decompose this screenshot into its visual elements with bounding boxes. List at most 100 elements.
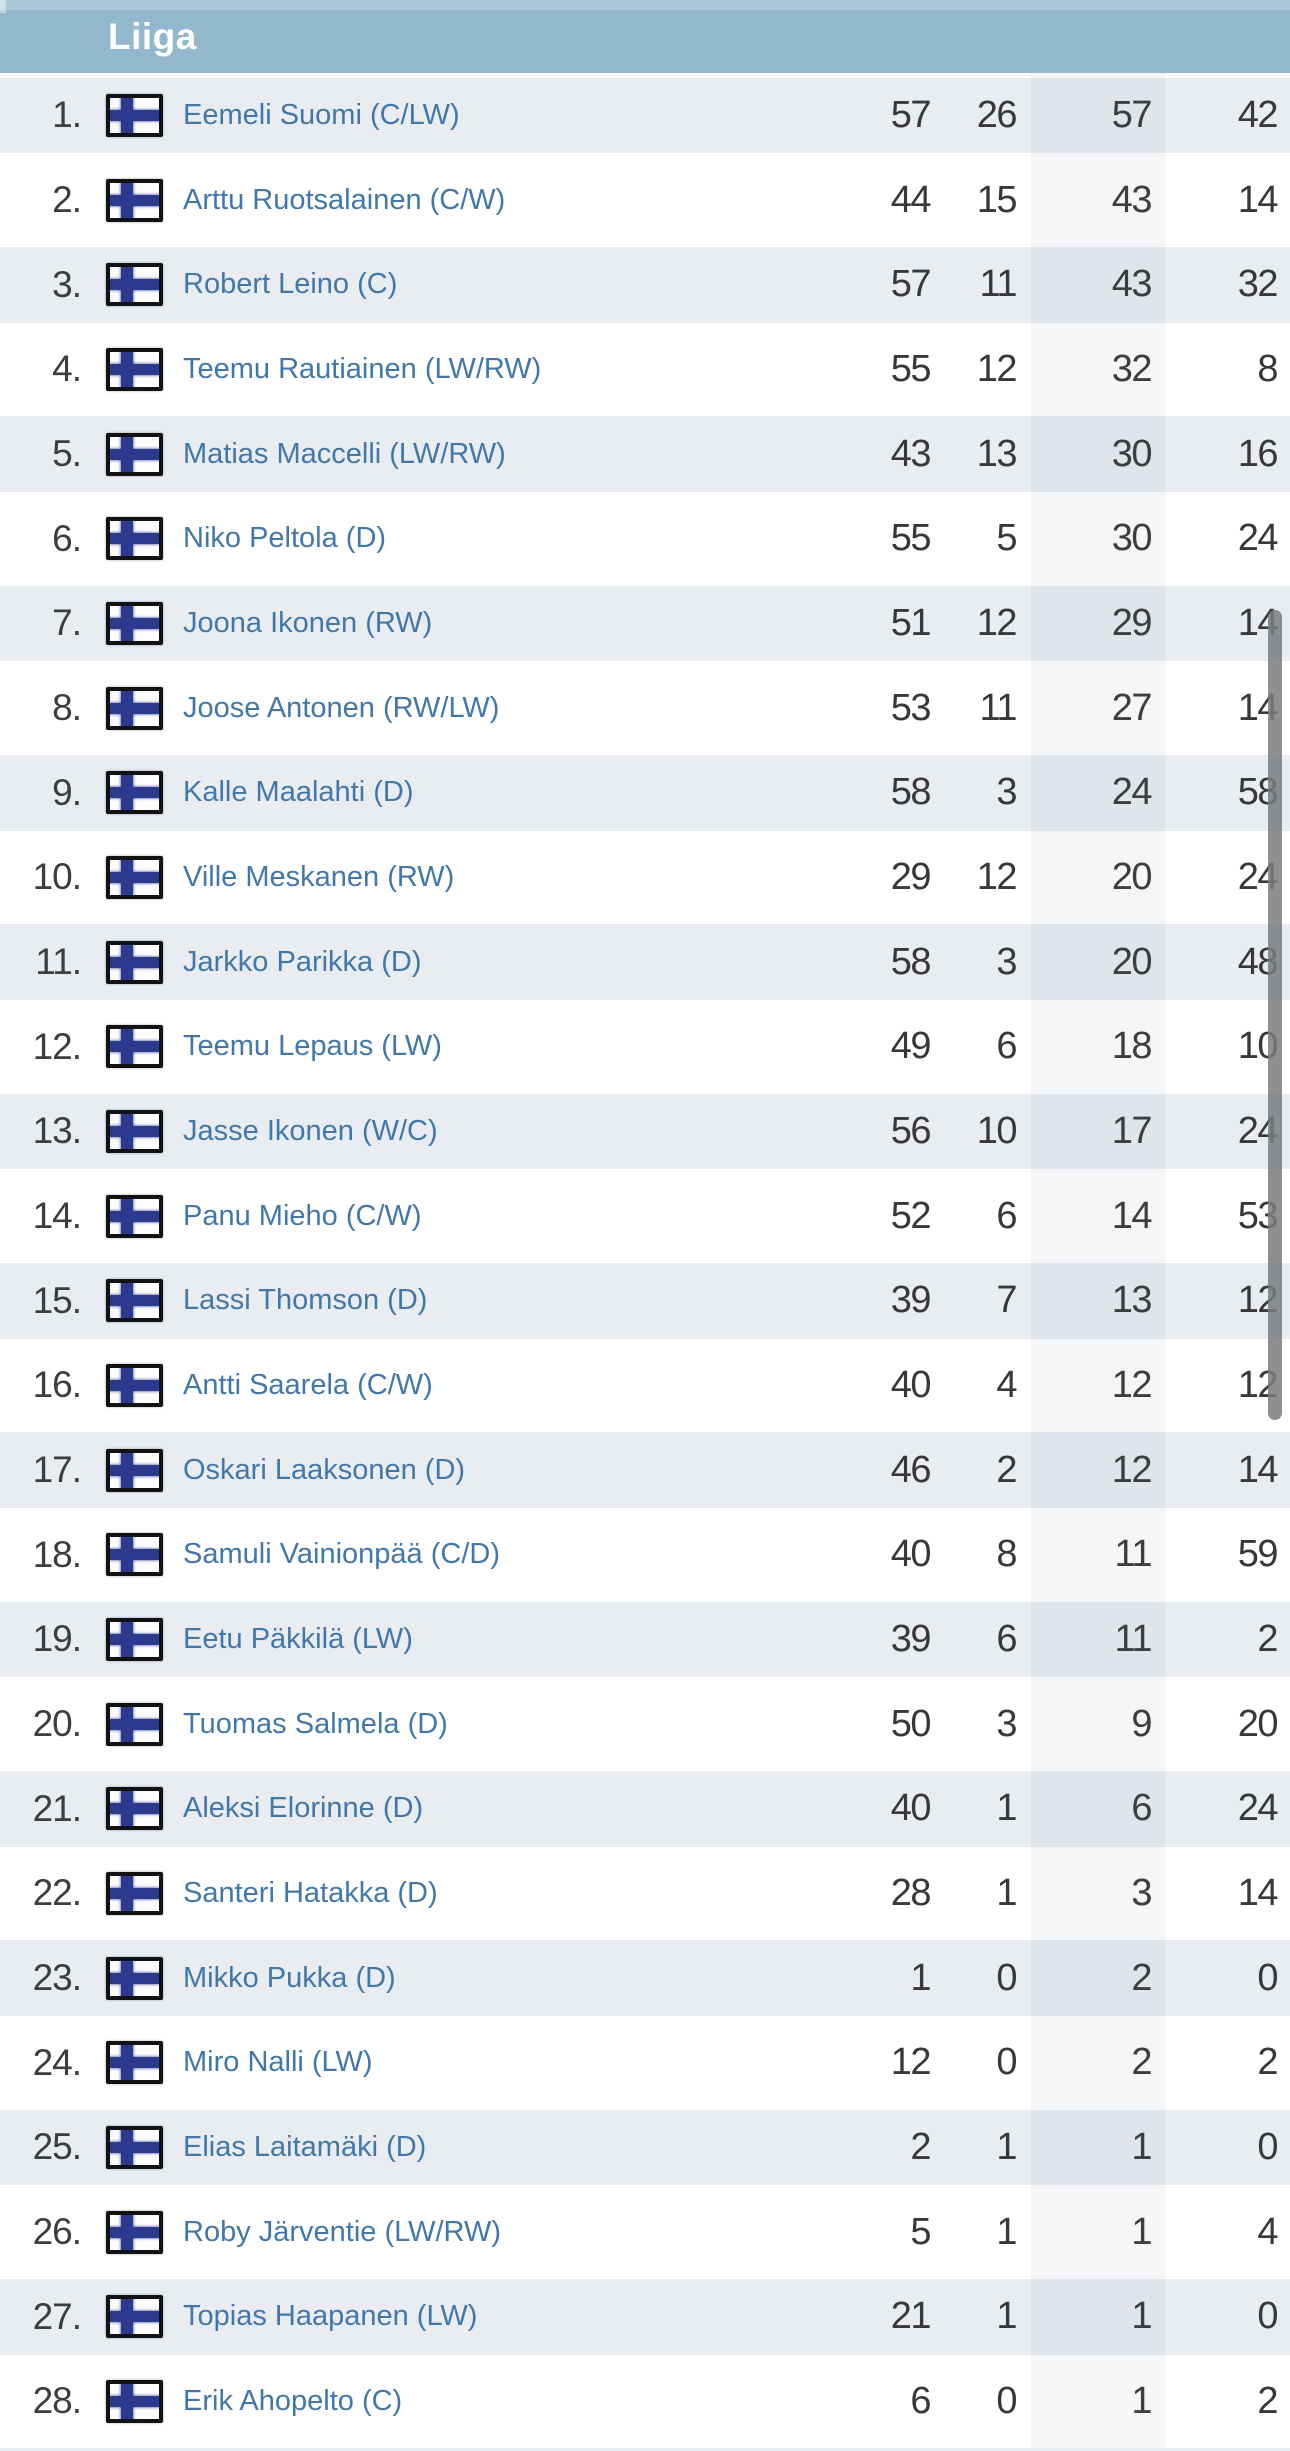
player-rank: 6.: [52, 517, 82, 559]
player-name-link[interactable]: Eemeli Suomi (C/LW): [183, 98, 460, 131]
stat-pim: 0: [1257, 2125, 1278, 2168]
stat-points: 24: [1111, 771, 1153, 814]
player-name-link[interactable]: Jasse Ikonen (W/C): [183, 1114, 438, 1147]
finland-flag-icon: [106, 1533, 163, 1577]
finland-flag-icon: [106, 517, 163, 561]
table-row: 10. Ville Meskanen (RW) 29 12 20 24: [0, 835, 1290, 920]
table-row: 28. Erik Ahopelto (C) 6 0 1 2: [0, 2359, 1290, 2444]
stat-pim: 16: [1237, 432, 1279, 475]
stat-points: 6: [1131, 1787, 1152, 1830]
stat-points: 14: [1111, 1194, 1153, 1237]
player-name-link[interactable]: Elias Laitamäki (D): [183, 2130, 427, 2163]
table-row: 1. Eemeli Suomi (C/LW) 57 26 57 42: [0, 73, 1290, 158]
player-name-link[interactable]: Matias Maccelli (LW/RW): [183, 437, 506, 470]
player-name-link[interactable]: Miro Nalli (LW): [183, 2046, 373, 2079]
finland-flag-icon: [106, 263, 163, 307]
finland-flag-icon: [106, 1025, 163, 1069]
finland-flag-icon: [106, 686, 163, 730]
player-name-link[interactable]: Teemu Lepaus (LW): [183, 1030, 442, 1063]
stat-points: 12: [1111, 1363, 1153, 1406]
player-name-link[interactable]: Arttu Ruotsalainen (C/W): [183, 183, 506, 216]
player-name-link[interactable]: Panu Mieho (C/W): [183, 1199, 422, 1232]
finland-flag-icon: [106, 347, 163, 391]
stat-points: 1: [1131, 2210, 1152, 2253]
stat-pim: 14: [1237, 1871, 1279, 1914]
stat-goals: 6: [996, 1194, 1017, 1237]
table-row: 3. Robert Leino (C) 57 11 43 32: [0, 242, 1290, 327]
table-row: 15. Lassi Thomson (D) 39 7 13 12: [0, 1258, 1290, 1343]
stat-pim: 2: [1257, 1617, 1278, 1660]
stat-points: 20: [1111, 940, 1153, 983]
league-title: Liiga: [108, 15, 197, 57]
stat-games-played: 39: [890, 1279, 932, 1322]
stat-goals: 6: [996, 1025, 1017, 1068]
player-name-link[interactable]: Samuli Vainionpää (C/D): [183, 1538, 500, 1571]
stat-points: 3: [1131, 1871, 1152, 1914]
finland-flag-icon: [106, 2210, 163, 2254]
stat-pim: 59: [1237, 1533, 1279, 1576]
player-name-link[interactable]: Jarkko Parikka (D): [183, 945, 422, 978]
stat-goals: 0: [996, 2379, 1017, 2422]
stat-goals: 10: [976, 1109, 1018, 1152]
player-rank: 4.: [52, 348, 82, 390]
player-name-link[interactable]: Santeri Hatakka (D): [183, 1876, 438, 1909]
table-row: 26. Roby Järventie (LW/RW) 5 1 1 4: [0, 2190, 1290, 2275]
player-name-link[interactable]: Teemu Rautiainen (LW/RW): [183, 352, 542, 385]
stat-goals: 1: [996, 2210, 1017, 2253]
header-corner-highlight: [0, 0, 6, 13]
finland-flag-icon: [106, 2379, 163, 2423]
player-name-link[interactable]: Eetu Päkkilä (LW): [183, 1622, 413, 1655]
stat-goals: 7: [996, 1279, 1017, 1322]
table-row: 18. Samuli Vainionpää (C/D) 40 8 11 59: [0, 1512, 1290, 1597]
table-row: 22. Santeri Hatakka (D) 28 1 3 14: [0, 1851, 1290, 1936]
player-name-link[interactable]: Roby Järventie (LW/RW): [183, 2215, 501, 2248]
table-row: 19. Eetu Päkkilä (LW) 39 6 11 2: [0, 1597, 1290, 1682]
stat-games-played: 55: [890, 347, 932, 390]
finland-flag-icon: [106, 771, 163, 815]
player-name-link[interactable]: Erik Ahopelto (C): [183, 2384, 403, 2417]
player-rank: 21.: [32, 1787, 82, 1829]
stat-points: 57: [1111, 93, 1153, 136]
stat-games-played: 58: [890, 771, 932, 814]
stat-pim: 42: [1237, 93, 1279, 136]
stat-points: 18: [1111, 1025, 1153, 1068]
finland-flag-icon: [106, 93, 163, 137]
finland-flag-icon: [106, 1787, 163, 1831]
player-name-link[interactable]: Mikko Pukka (D): [183, 1961, 396, 1994]
table-row: 24. Miro Nalli (LW) 12 0 2 2: [0, 2020, 1290, 2105]
stat-points: 29: [1111, 601, 1153, 644]
player-rank: 17.: [32, 1449, 82, 1491]
stat-points: 1: [1131, 2125, 1152, 2168]
player-name-link[interactable]: Lassi Thomson (D): [183, 1284, 428, 1317]
stat-goals: 2: [996, 1448, 1017, 1491]
player-name-link[interactable]: Joona Ikonen (RW): [183, 606, 433, 639]
stat-goals: 12: [976, 347, 1018, 390]
player-name-link[interactable]: Antti Saarela (C/W): [183, 1368, 433, 1401]
player-name-link[interactable]: Ville Meskanen (RW): [183, 860, 455, 893]
finland-flag-icon: [106, 1363, 163, 1407]
finland-flag-icon: [106, 2125, 163, 2169]
player-name-link[interactable]: Aleksi Elorinne (D): [183, 1792, 424, 1825]
stat-games-played: 55: [890, 517, 932, 560]
player-name-link[interactable]: Tuomas Salmela (D): [183, 1707, 448, 1740]
player-name-link[interactable]: Robert Leino (C): [183, 268, 398, 301]
finland-flag-icon: [106, 601, 163, 645]
player-name-link[interactable]: Topias Haapanen (LW): [183, 2300, 478, 2333]
table-row: 20. Tuomas Salmela (D) 50 3 9 20: [0, 1682, 1290, 1767]
scrollbar-thumb[interactable]: [1268, 610, 1282, 1420]
player-name-link[interactable]: Kalle Maalahti (D): [183, 776, 414, 809]
stat-games-played: 40: [890, 1787, 932, 1830]
stat-games-played: 28: [890, 1871, 932, 1914]
table-row: 9. Kalle Maalahti (D) 58 3 24 58: [0, 750, 1290, 835]
stat-games-played: 40: [890, 1363, 932, 1406]
player-name-link[interactable]: Joose Antonen (RW/LW): [183, 691, 500, 724]
player-name-link[interactable]: Oskari Laaksonen (D): [183, 1453, 466, 1486]
stat-goals: 12: [976, 601, 1018, 644]
stat-games-played: 12: [890, 2041, 932, 2084]
player-name-link[interactable]: Niko Peltola (D): [183, 522, 387, 555]
stat-goals: 4: [996, 1363, 1017, 1406]
stat-pim: 0: [1257, 1956, 1278, 1999]
stat-goals: 3: [996, 1702, 1017, 1745]
player-rank: 14.: [32, 1195, 82, 1237]
